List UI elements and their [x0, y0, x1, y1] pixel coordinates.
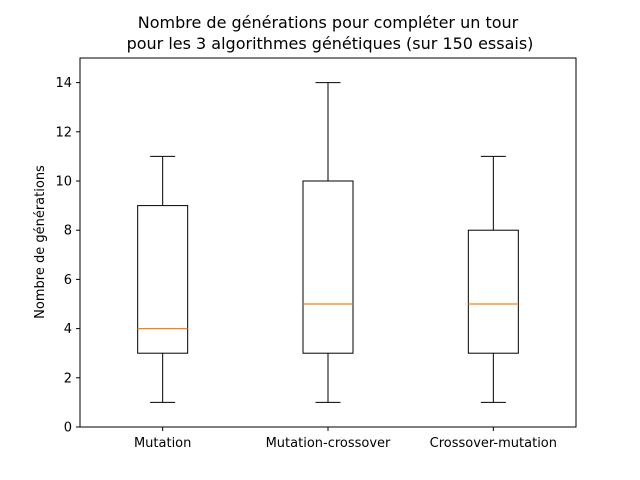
y-tick-label: 6 — [64, 273, 72, 288]
chart-title-line1: Nombre de générations pour compléter un … — [138, 13, 519, 32]
box — [137, 205, 189, 354]
chart-title-line2: pour les 3 algorithmes génétiques (sur 1… — [127, 34, 534, 53]
y-tick-label: 0 — [64, 421, 72, 436]
y-tick-label: 12 — [55, 125, 72, 140]
x-tick-label: Mutation-crossover — [266, 436, 391, 451]
plot-area: 0 2 4 6 8 10 12 14 Mutation Mutation-crossover Cro… — [55, 57, 577, 451]
y-tick-label: 4 — [64, 322, 72, 337]
box — [302, 180, 354, 354]
box — [467, 229, 519, 354]
y-tick-label: 14 — [55, 76, 72, 91]
axes-frame — [79, 57, 577, 428]
x-tick-label: Mutation — [134, 436, 191, 451]
x-tick-label: Crossover-mutation — [430, 436, 557, 451]
y-tick-label: 10 — [55, 175, 72, 190]
y-tick-label: 2 — [64, 371, 72, 386]
y-tick-label: 8 — [64, 224, 72, 239]
y-axis-label: Nombre de générations — [33, 165, 48, 319]
